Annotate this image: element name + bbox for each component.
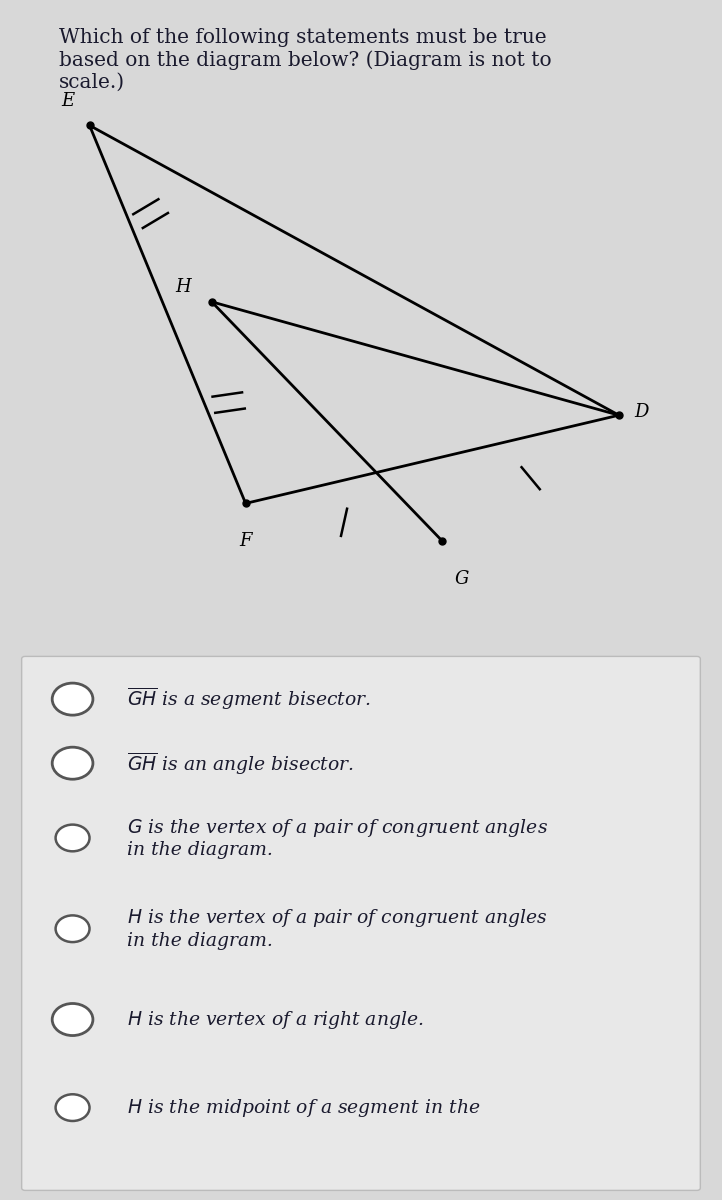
Text: D: D xyxy=(634,403,648,421)
Text: F: F xyxy=(240,532,252,550)
Text: G: G xyxy=(455,570,469,588)
Circle shape xyxy=(52,683,93,715)
Text: E: E xyxy=(61,91,74,109)
Text: $\overline{GH}$ is an angle bisector.: $\overline{GH}$ is an angle bisector. xyxy=(127,750,354,776)
Text: $H$ is the midpoint of a segment in the: $H$ is the midpoint of a segment in the xyxy=(127,1097,480,1118)
Circle shape xyxy=(56,824,90,851)
Text: $H$ is the vertex of a right angle.: $H$ is the vertex of a right angle. xyxy=(127,1008,424,1031)
Text: H: H xyxy=(175,277,191,295)
Text: $H$ is the vertex of a pair of congruent angles
in the diagram.: $H$ is the vertex of a pair of congruent… xyxy=(127,907,547,950)
Circle shape xyxy=(52,748,93,779)
Text: $G$ is the vertex of a pair of congruent angles
in the diagram.: $G$ is the vertex of a pair of congruent… xyxy=(127,816,548,859)
FancyBboxPatch shape xyxy=(22,656,700,1190)
Circle shape xyxy=(56,1094,90,1121)
Text: Which of the following statements must be true
based on the diagram below? (Diag: Which of the following statements must b… xyxy=(59,28,552,91)
Text: $\overline{GH}$ is a segment bisector.: $\overline{GH}$ is a segment bisector. xyxy=(127,685,370,713)
Circle shape xyxy=(56,916,90,942)
Circle shape xyxy=(52,1003,93,1036)
